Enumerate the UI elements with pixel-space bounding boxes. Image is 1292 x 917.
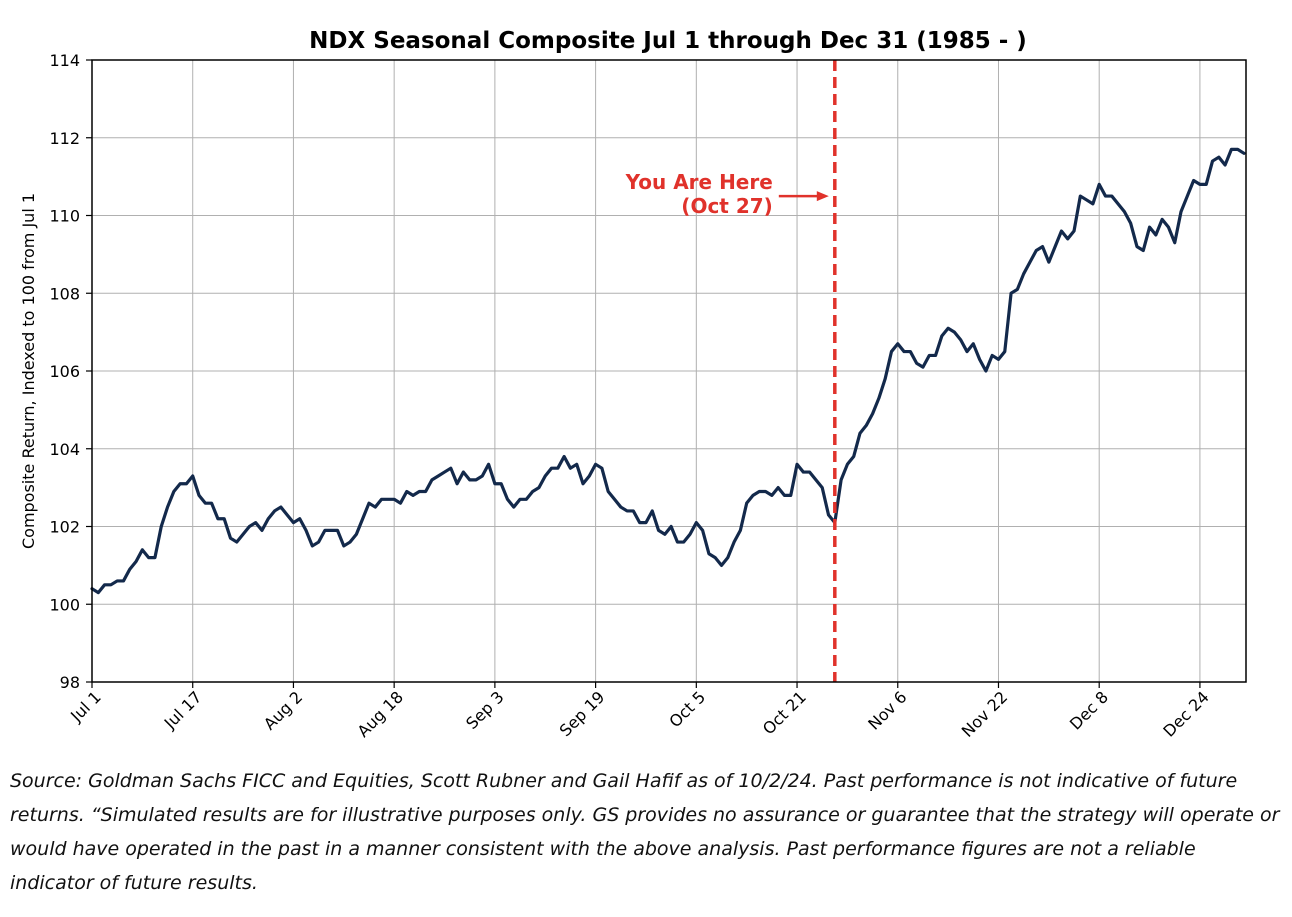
y-tick-label: 110: [49, 207, 80, 226]
y-tick-label: 98: [60, 673, 80, 692]
line-chart: NDX Seasonal Composite Jul 1 through Dec…: [19, 28, 1247, 741]
y-tick-label: 106: [49, 362, 80, 381]
x-tick-label: Dec 24: [1159, 687, 1212, 740]
y-tick-label: 114: [49, 51, 80, 70]
x-tick-label: Sep 19: [556, 687, 609, 740]
x-tick-label: Nov 6: [864, 687, 910, 733]
x-tick-label: Oct 21: [759, 687, 810, 738]
chart-title: NDX Seasonal Composite Jul 1 through Dec…: [309, 28, 1027, 54]
grid-lines: [91, 59, 1246, 683]
x-tick-label: Nov 22: [958, 687, 1012, 741]
y-tick-label: 100: [49, 595, 80, 614]
x-axis-ticks: Jul 1 Jul 17 Aug 2 Aug 18 Sep 3 Sep 19 Oct 5 Oc…: [66, 682, 1213, 741]
y-tick-label: 108: [49, 284, 80, 303]
series-layer: [90, 147, 1246, 595]
x-tick-label: Oct 5: [665, 687, 709, 731]
y-axis-ticks: 98 100 102 104 106 108 110 112 114: [49, 51, 92, 692]
annotation-line-1: You Are Here: [625, 170, 773, 194]
y-tick-label: 104: [49, 440, 80, 459]
marker-layer: You Are Here(Oct 27): [625, 60, 837, 682]
x-tick-label: Jul 17: [160, 687, 206, 733]
x-tick-label: Jul 1: [66, 687, 105, 726]
y-axis-label: Composite Return, Indexed to 100 from Ju…: [19, 193, 38, 549]
y-tick-label: 112: [49, 129, 80, 148]
x-tick-label: Aug 2: [260, 687, 306, 733]
x-tick-label: Dec 8: [1066, 687, 1112, 733]
annotation-line-2: (Oct 27): [681, 194, 773, 218]
series-line: [90, 147, 1246, 595]
marker-arrowhead: [816, 191, 829, 202]
source-note: Source: Goldman Sachs FICC and Equities,…: [10, 770, 1280, 894]
x-tick-label: Aug 18: [353, 687, 407, 741]
y-tick-label: 102: [49, 518, 80, 537]
x-tick-label: Sep 3: [462, 687, 508, 733]
